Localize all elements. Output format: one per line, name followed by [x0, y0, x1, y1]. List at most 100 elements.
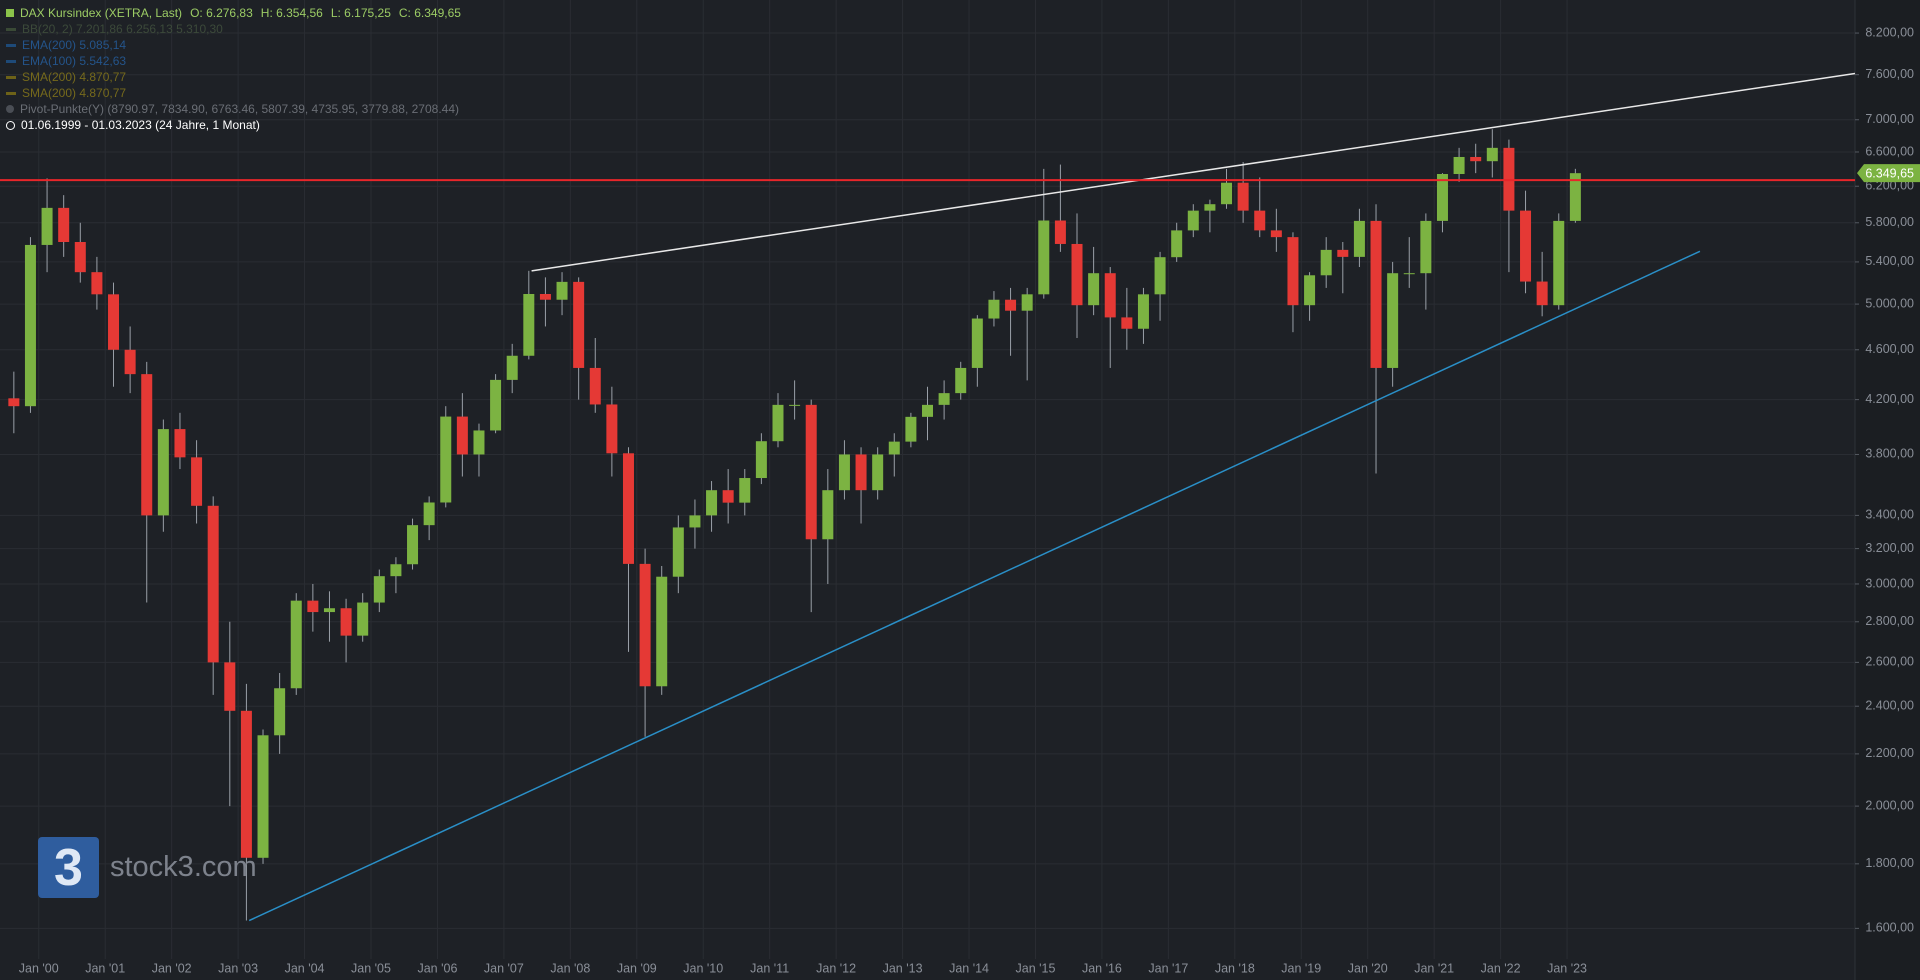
x-tick-label: Jan '07	[484, 961, 524, 975]
candle-body	[290, 600, 302, 689]
ohlc-label: H: 6.354,56	[260, 6, 323, 20]
candle-body	[390, 564, 402, 577]
y-tick-label: 4.200,00	[1865, 392, 1914, 406]
x-tick-label: Jan '10	[683, 961, 723, 975]
candle-body	[556, 281, 568, 300]
candle-body	[141, 374, 153, 516]
candle-body	[157, 429, 169, 516]
candle-body	[1154, 257, 1166, 295]
logo: 3 stock3.com	[38, 837, 257, 898]
legend-icon	[6, 9, 14, 17]
candle-body	[1470, 156, 1482, 162]
candle-body	[323, 608, 335, 613]
ohlc-label: O: 6.276,83	[190, 6, 253, 20]
candle-body	[1403, 273, 1415, 275]
legend-row: SMA(200) 4.870,77	[6, 85, 461, 101]
candle-body	[240, 710, 252, 858]
candle-body	[1021, 294, 1033, 311]
candle-body	[1486, 147, 1498, 162]
candle-body	[1304, 275, 1316, 306]
candle-body	[1187, 210, 1199, 231]
candle-body	[191, 457, 203, 506]
candle-body	[1353, 220, 1365, 257]
candle-body	[523, 293, 535, 356]
indicator: SMA(200) 4.870,77	[22, 70, 127, 84]
candle-body	[1453, 156, 1465, 175]
x-tick-label: Jan '19	[1281, 961, 1321, 975]
x-tick-label: Jan '18	[1215, 961, 1255, 975]
candle-body	[1038, 220, 1050, 295]
candle-body	[74, 242, 86, 273]
legend-row: SMA(200) 4.870,77	[6, 69, 461, 85]
y-tick-label: 7.000,00	[1865, 112, 1914, 126]
y-tick-label: 2.400,00	[1865, 699, 1914, 713]
candle-body	[1171, 230, 1183, 258]
candle-body	[1204, 204, 1216, 211]
legend-row: BB(20, 2) 7.201,86 6.256,13 5.310,30	[6, 21, 461, 37]
candle-body	[1420, 220, 1432, 274]
candle-body	[706, 490, 718, 516]
candle-body	[1054, 220, 1066, 244]
x-tick-label: Jan '08	[550, 961, 590, 975]
candle-body	[872, 454, 884, 491]
candle-body	[1221, 182, 1233, 205]
candle-body	[1088, 273, 1100, 306]
candle-body	[689, 515, 701, 528]
candle-body	[855, 454, 867, 491]
legend-row: DAX Kursindex (XETRA, Last) O: 6.276,83 …	[6, 5, 461, 21]
candle-body	[988, 299, 1000, 319]
candle-body	[573, 281, 585, 368]
candle-body	[905, 416, 917, 442]
y-tick-label: 3.000,00	[1865, 576, 1914, 590]
y-tick-label: 3.800,00	[1865, 447, 1914, 461]
indicator: SMA(200) 4.870,77	[22, 86, 127, 100]
candle-body	[41, 207, 53, 245]
logo-icon: 3	[38, 837, 99, 898]
candle-body	[1553, 220, 1565, 306]
candle-body	[1071, 243, 1083, 306]
candle-body	[539, 293, 551, 300]
y-tick-label: 5.000,00	[1865, 296, 1914, 310]
y-tick-label: 5.800,00	[1865, 215, 1914, 229]
x-tick-label: Jan '21	[1414, 961, 1454, 975]
candle-body	[888, 441, 900, 455]
candle-body	[108, 294, 120, 350]
candle-body	[838, 454, 850, 491]
candle-body	[407, 525, 419, 565]
y-tick-label: 4.600,00	[1865, 342, 1914, 356]
x-tick-label: Jan '12	[816, 961, 856, 975]
candle-body	[805, 404, 817, 540]
y-tick-label: 3.400,00	[1865, 508, 1914, 522]
candle-body	[1137, 294, 1149, 329]
candle-body	[1536, 281, 1548, 306]
ohlc-label: C: 6.349,65	[398, 6, 461, 20]
indicator: EMA(100) 5.542,63	[22, 54, 127, 68]
date-range: 01.06.1999 - 01.03.2023 (24 Jahre, 1 Mon…	[21, 118, 260, 132]
candle-body	[24, 244, 36, 407]
candle-body	[490, 379, 502, 431]
candle-body	[639, 563, 651, 687]
candle-body	[1005, 299, 1017, 311]
x-tick-label: Jan '22	[1481, 961, 1521, 975]
y-tick-label: 3.200,00	[1865, 541, 1914, 555]
trendline	[248, 250, 1701, 922]
indicator: EMA(200) 5.085,14	[22, 38, 127, 52]
candle-body	[1520, 210, 1532, 282]
candle-body	[1387, 273, 1399, 368]
candle-body	[755, 441, 767, 479]
candle-body	[456, 416, 468, 455]
legend-title: DAX Kursindex (XETRA, Last)	[20, 6, 183, 20]
x-tick-label: Jan '03	[218, 961, 258, 975]
candle-body	[473, 430, 485, 455]
candle-body	[672, 527, 684, 577]
candle-body	[971, 318, 983, 368]
y-tick-label: 8.200,00	[1865, 25, 1914, 39]
candle-body	[1254, 210, 1266, 231]
x-tick-label: Jan '05	[351, 961, 391, 975]
y-axis-panel	[1855, 0, 1920, 980]
candle-body	[373, 576, 385, 603]
y-tick-label: 6.600,00	[1865, 144, 1914, 158]
x-tick-label: Jan '23	[1547, 961, 1587, 975]
y-tick-label: 2.200,00	[1865, 746, 1914, 760]
candle-body	[1237, 182, 1249, 211]
